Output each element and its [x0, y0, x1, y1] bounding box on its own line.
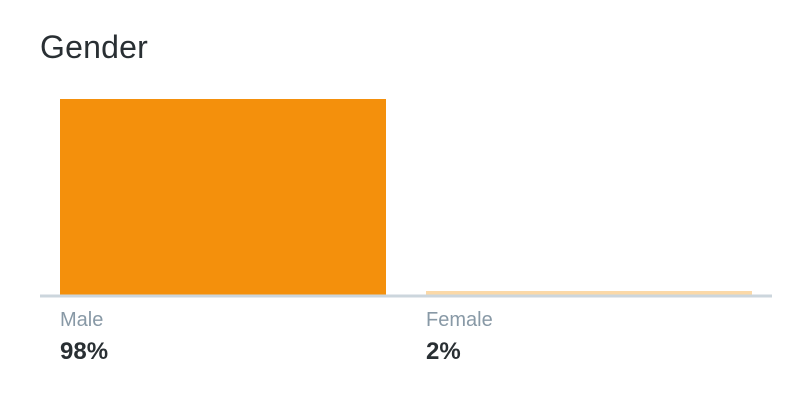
chart-title: Gender: [40, 29, 148, 65]
bar-male: [60, 99, 386, 295]
category-value-female: 2%: [426, 338, 461, 365]
bar-chart: [40, 99, 772, 298]
chart-plot-area: [40, 60, 772, 300]
category-label-female: Female: [426, 309, 493, 331]
bar-female: [426, 291, 752, 295]
category-value-male: 98%: [60, 338, 109, 365]
category-label-male: Male: [60, 309, 104, 331]
